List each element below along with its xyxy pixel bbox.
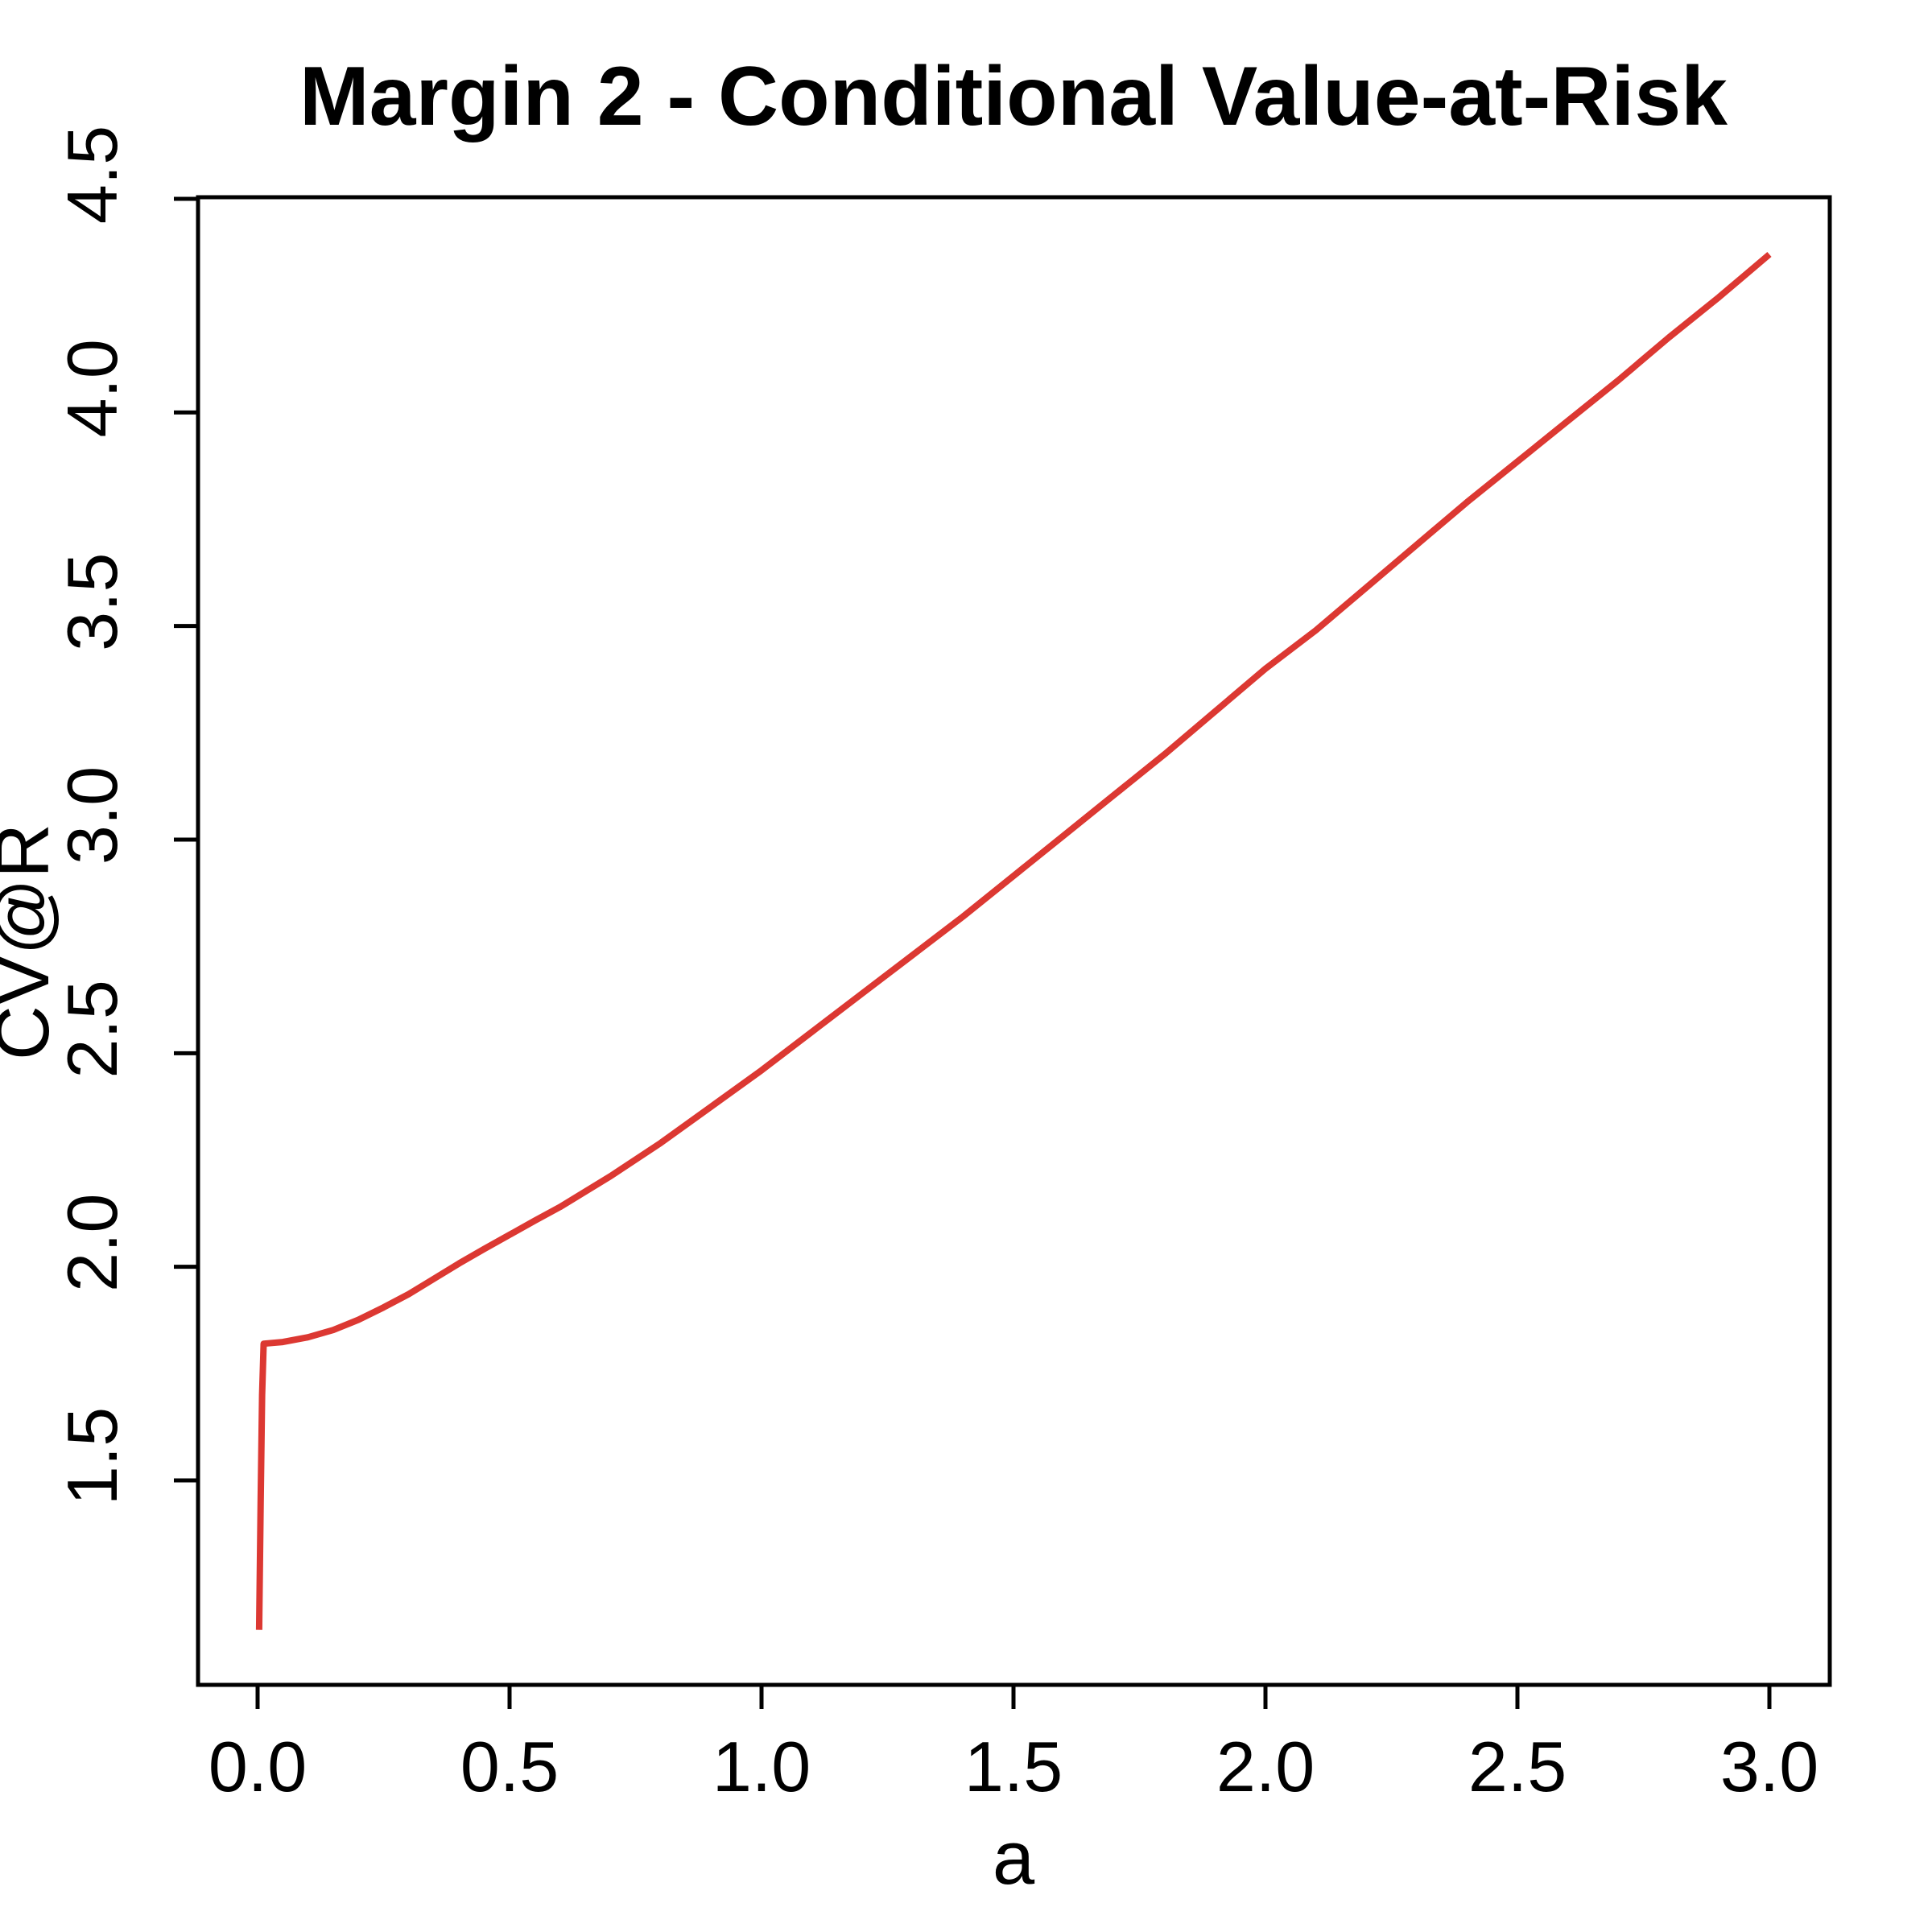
y-tick-label: 1.5: [52, 1407, 132, 1505]
y-axis-label: CV@R: [0, 824, 64, 1060]
x-axis-ticks: 0.0 0.5 1.0 1.5 2.0 2.5 3.0: [208, 1685, 1818, 1806]
y-tick-label: 2.5: [52, 980, 132, 1078]
x-tick-label: 2.0: [1216, 1727, 1315, 1806]
y-tick-label: 2.0: [52, 1194, 132, 1292]
x-tick-label: 0.5: [460, 1727, 559, 1806]
x-tick-label: 1.5: [964, 1727, 1063, 1806]
y-tick-label: 4.0: [52, 339, 132, 437]
y-axis-ticks: 1.5 2.0 2.5 3.0 3.5 4.0 4.5: [52, 126, 198, 1505]
x-tick-label: 2.5: [1468, 1727, 1567, 1806]
y-tick-label: 3.0: [52, 766, 132, 865]
x-tick-label: 0.0: [208, 1727, 307, 1806]
chart-title: Margin 2 - Conditional Value-at-Risk: [299, 50, 1728, 143]
x-tick-label: 3.0: [1720, 1727, 1818, 1806]
plot-box: [196, 195, 1832, 1687]
y-tick-label: 3.5: [52, 552, 132, 650]
cvar-curve-line: [255, 251, 1772, 1630]
x-tick-label: 1.0: [712, 1727, 811, 1806]
y-tick-label: 4.5: [52, 126, 132, 224]
x-axis-label: a: [993, 1815, 1035, 1900]
